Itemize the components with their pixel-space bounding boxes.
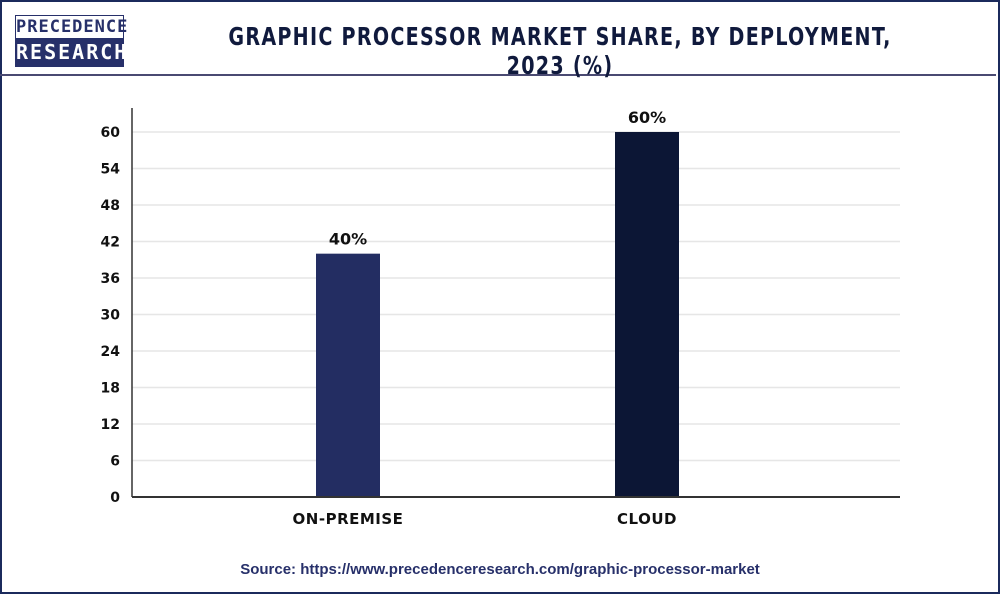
precedence-research-logo: PRECEDENCE RESEARCH bbox=[15, 15, 129, 67]
y-tick-label: 24 bbox=[101, 344, 121, 360]
x-category-label: CLOUD bbox=[617, 510, 677, 528]
data-label: 40% bbox=[329, 230, 367, 249]
header: PRECEDENCE RESEARCH GRAPHIC PROCESSOR MA… bbox=[0, 0, 996, 80]
y-tick-label: 12 bbox=[101, 417, 120, 433]
chart-title: GRAPHIC PROCESSOR MARKET SHARE, BY DEPLO… bbox=[228, 22, 892, 80]
y-tick-label: 6 bbox=[110, 454, 120, 470]
x-category-label: ON-PREMISE bbox=[293, 510, 404, 528]
data-label: 60% bbox=[628, 108, 666, 127]
y-tick-label: 60 bbox=[101, 125, 121, 141]
source-text: Source: https://www.precedenceresearch.c… bbox=[240, 561, 760, 578]
y-tick-label: 42 bbox=[101, 235, 120, 251]
y-tick-label: 36 bbox=[101, 271, 120, 287]
y-tick-label: 0 bbox=[110, 490, 120, 506]
y-tick-label: 54 bbox=[101, 162, 121, 178]
logo-line2: RESEARCH bbox=[16, 38, 129, 66]
bar-on-premise bbox=[316, 253, 380, 497]
y-tick-label: 30 bbox=[101, 308, 121, 324]
y-tick-label: 48 bbox=[101, 198, 120, 214]
bar-cloud bbox=[615, 132, 679, 497]
logo-line1: PRECEDENCE bbox=[16, 16, 129, 38]
y-tick-label: 18 bbox=[101, 381, 120, 397]
